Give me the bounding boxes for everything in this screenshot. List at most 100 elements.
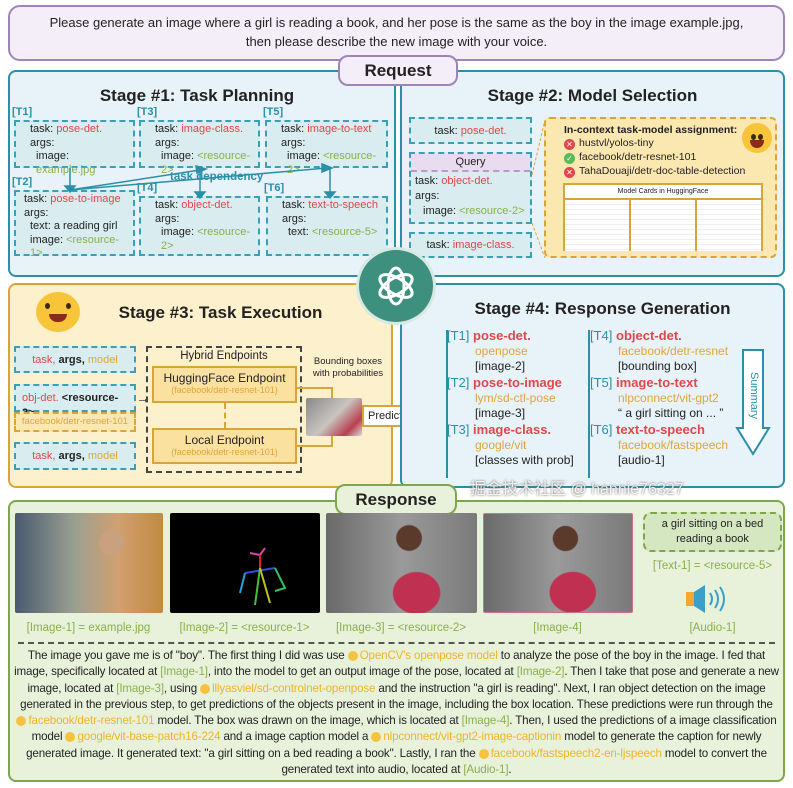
text-segment: . Then, I used the predictions of a imag… xyxy=(31,714,777,744)
arg-key: image: xyxy=(287,150,321,162)
arg-value: a reading girl xyxy=(53,220,118,232)
text-1-label: [Text-1] = <resource-5> xyxy=(652,560,773,572)
arg-value: <resource-1> xyxy=(30,233,119,260)
output-ref: [classes with prob] xyxy=(475,453,574,467)
huggingface-icon xyxy=(478,748,489,759)
image-caption: [Image-1] = example.jpg xyxy=(26,622,151,634)
text-segment: . xyxy=(508,763,512,777)
response-item: [T4] object-det. facebook/detr-resnet [bou… xyxy=(590,328,729,373)
request-tab: Request xyxy=(338,55,458,86)
huggingface-icon xyxy=(347,650,358,661)
response-divider xyxy=(18,642,775,644)
local-endpoint: Local Endpoint (facebook/detr-resnet-101) xyxy=(152,428,297,464)
task-name: pose-det. xyxy=(473,328,531,343)
candidate-model: ✕ TahaDouaji/detr-doc-table-detection xyxy=(564,164,775,178)
task-dependency-label: task dependency xyxy=(170,171,264,183)
args-key: args: xyxy=(155,136,180,149)
image-1-boy xyxy=(15,513,163,613)
response-item: [T1] pose-det. openpose [image-2] xyxy=(447,328,531,373)
resource-ref: [Audio-1] xyxy=(463,763,509,777)
args-key: args: xyxy=(282,212,307,225)
task-name: pose-to-image xyxy=(473,375,562,390)
resource-ref: [Image-4] xyxy=(461,714,510,728)
resource-ref: [Image-2] xyxy=(516,665,565,679)
openai-logo-icon xyxy=(356,247,436,325)
text-segment: and the instruction "a girl is reading".… xyxy=(20,681,773,711)
text-segment: to analyze the pose of the boy in the im… xyxy=(14,649,766,679)
output-ref: [bounding box] xyxy=(618,359,697,373)
summary-arrow xyxy=(735,349,771,456)
exec-row-1: task, args, model xyxy=(14,346,136,373)
task-name: image-to-text xyxy=(616,375,698,390)
zoom-lines xyxy=(531,119,546,259)
model-link: nlpconnect/vit-gpt2-image-captionin xyxy=(383,730,562,744)
args-key: args: xyxy=(281,136,306,149)
exec-row-2-model: facebook/detr-resnet-101 xyxy=(14,412,136,432)
model-name: facebook/fastspeech xyxy=(618,437,729,452)
response-tab: Response xyxy=(335,484,457,515)
candidate-model: ✓ facebook/detr-resnet-101 xyxy=(564,150,775,164)
text-segment: and a image caption model a xyxy=(220,730,372,744)
task-id-label: [T5] xyxy=(263,106,284,118)
stage4-bracket-right xyxy=(588,330,590,478)
model-name: lym/sd-ctl-pose xyxy=(475,390,556,405)
task-name: pose-det. xyxy=(56,123,103,135)
model-link: facebook/fastspeech2-en-ljspeech xyxy=(490,746,662,760)
exec-row-2: obj-det. <resource-2> xyxy=(14,384,136,419)
output-ref: “ a girl sitting on ... ” xyxy=(618,406,724,420)
stage4-title: Stage #4: Response Generation xyxy=(474,299,731,318)
arg-value: <resource-2> xyxy=(161,150,250,176)
exec-row-3: task, args, model xyxy=(14,442,136,470)
response-item: [T3] image-class. google/vit [classes with… xyxy=(447,422,574,467)
output-ref: [image-2] xyxy=(475,359,526,373)
query-label: Query xyxy=(411,154,530,172)
resource-ref: [Image-1] xyxy=(160,665,208,679)
task-box: task: pose-det. args: image: example.jpg xyxy=(14,120,135,176)
task-name: pose-to-image xyxy=(50,193,121,205)
model-link: google/vit-base-patch16-224 xyxy=(77,730,221,744)
bbox-label: Bounding boxes with probabilities xyxy=(312,356,384,379)
image-2-pose xyxy=(170,513,320,613)
stage2-query-box: Query task: object-det. args: image: <re… xyxy=(409,152,532,224)
text-segment: , into the model to get an output image … xyxy=(207,665,517,679)
task-name: text-to-speech xyxy=(616,422,705,437)
task-box: task: text-to-speech args: text: <resource… xyxy=(266,196,388,256)
task-box: task: image-class. args: image: <resource-… xyxy=(139,120,260,176)
stage2-task-class: task: image-class. xyxy=(409,232,532,258)
model-name: openpose xyxy=(475,343,528,358)
model-name: google/vit xyxy=(475,437,527,452)
task-box: task: pose-to-image args: text: a reading … xyxy=(14,190,135,259)
task-id-label: [T2] xyxy=(12,176,33,188)
text-segment: , using xyxy=(163,681,201,695)
request-text: Please generate an image where a girl is… xyxy=(49,15,744,49)
task-key: task: xyxy=(30,123,54,135)
watermark: 掘金技术社区 @ hannie76327 xyxy=(470,481,684,498)
huggingface-icon xyxy=(742,123,772,153)
task-id-label: [T6] xyxy=(264,182,285,194)
task-key: task: xyxy=(24,193,48,205)
arg-key: image: xyxy=(30,233,64,246)
huggingface-endpoint: HuggingFace Endpoint (facebook/detr-resne… xyxy=(152,366,297,403)
arg-value: example.jpg xyxy=(36,163,96,176)
generated-text-box: a girl sitting on a bed reading a book xyxy=(643,512,782,552)
speaker-icon xyxy=(686,585,725,613)
candidate-model: ✕ hustvl/yolos-tiny xyxy=(564,136,775,150)
cross-icon: ✕ xyxy=(564,167,575,178)
arg-key: text: xyxy=(288,226,309,238)
task-dependency-arrows xyxy=(63,162,337,200)
image-caption: [Image-4] xyxy=(533,622,582,634)
response-item: [T2] pose-to-image lym/sd-ctl-pose [image-… xyxy=(447,375,562,420)
arg-value: <resource-2> xyxy=(287,150,376,176)
text-segment: The image you gave me is of "boy". The f… xyxy=(27,649,348,662)
image-4-detection xyxy=(483,513,633,613)
response-paragraph: The image you gave me is of "boy". The f… xyxy=(14,648,779,778)
model-name: nlpconnect/vit-gpt2 xyxy=(618,390,719,405)
stage4-bracket-left xyxy=(446,330,448,478)
response-item: [T6] text-to-speech facebook/fastspeech [a… xyxy=(590,422,729,467)
summary-label: Summary xyxy=(748,372,760,420)
image-caption: [Image-3] = <resource-2> xyxy=(335,622,467,634)
audio-1-label: [Audio-1] xyxy=(689,622,736,634)
request-box: Please generate an image where a girl is… xyxy=(8,5,785,61)
output-ref: [image-3] xyxy=(475,406,526,420)
arg-key: image: xyxy=(36,150,70,162)
